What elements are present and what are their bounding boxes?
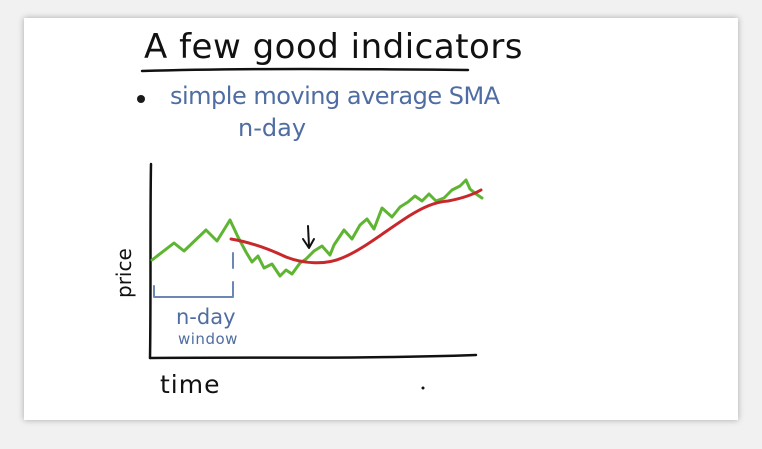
window-bracket [153, 252, 234, 298]
bullet-point-icon [137, 95, 145, 103]
title-underline [140, 67, 470, 73]
y-axis-label: price [112, 248, 136, 298]
sma-line [229, 188, 483, 265]
bullet-text: simple moving average SMA [170, 82, 500, 110]
window-label-line2: window [178, 330, 238, 348]
page-title: A few good indicators [144, 27, 524, 67]
price-line [150, 178, 484, 278]
x-axis [148, 353, 478, 360]
crossover-arrow-icon [302, 225, 315, 249]
stray-mark [421, 386, 425, 390]
bullet-subtext: n-day [238, 114, 307, 142]
x-axis-label: time [160, 370, 221, 399]
y-axis [148, 162, 153, 360]
window-label-line1: n-day [176, 305, 236, 329]
diagram-svg [140, 67, 484, 390]
whiteboard: A few good indicators simple moving aver… [24, 18, 738, 420]
